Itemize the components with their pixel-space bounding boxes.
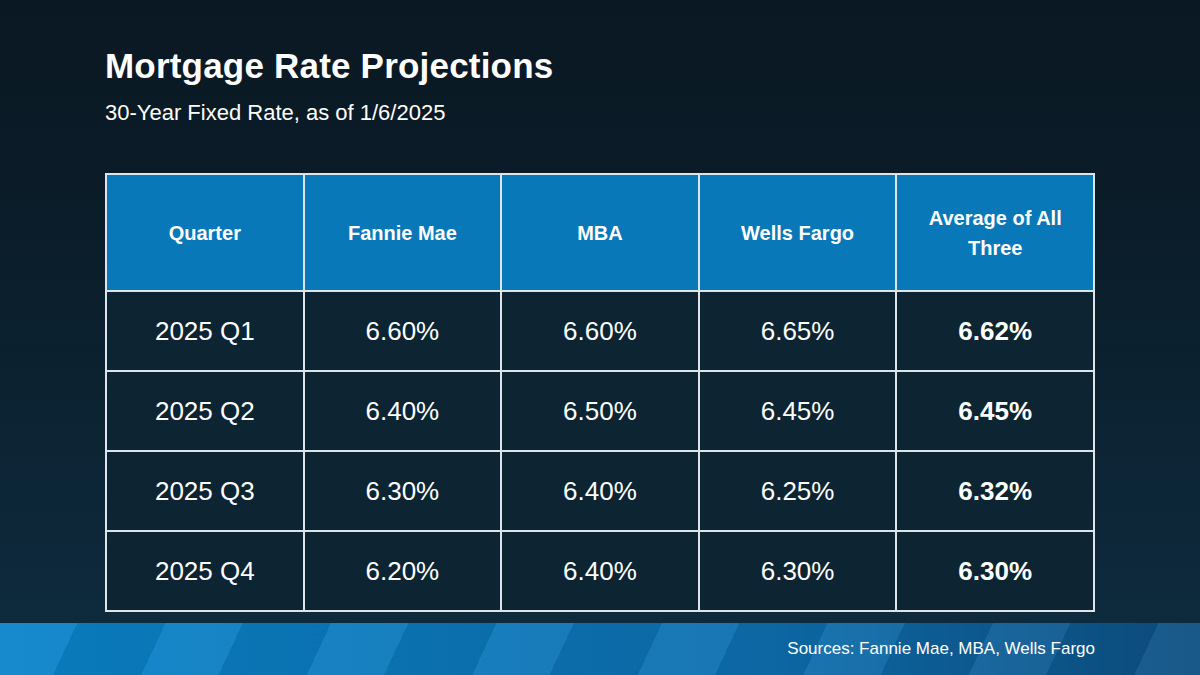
table-header: QuarterFannie MaeMBAWells FargoAverage o… [106,174,1094,291]
quarter-cell: 2025 Q1 [106,291,304,371]
quarter-cell: 2025 Q2 [106,371,304,451]
table-row: 2025 Q46.20%6.40%6.30%6.30% [106,531,1094,611]
column-header: Average of All Three [896,174,1094,291]
footer-source-note: Sources: Fannie Mae, MBA, Wells Fargo [787,623,1095,675]
rate-cell: 6.40% [304,371,502,451]
mortgage-rate-table: QuarterFannie MaeMBAWells FargoAverage o… [105,173,1095,612]
table-header-row: QuarterFannie MaeMBAWells FargoAverage o… [106,174,1094,291]
quarter-cell: 2025 Q4 [106,531,304,611]
rate-cell: 6.25% [699,451,897,531]
rate-cell: 6.60% [501,291,699,371]
rate-cell: 6.62% [896,291,1094,371]
rate-cell: 6.45% [896,371,1094,451]
table-row: 2025 Q36.30%6.40%6.25%6.32% [106,451,1094,531]
page-title: Mortgage Rate Projections [105,46,553,86]
rate-cell: 6.40% [501,451,699,531]
rate-cell: 6.30% [304,451,502,531]
column-header: Fannie Mae [304,174,502,291]
slide: Mortgage Rate Projections 30-Year Fixed … [0,0,1200,675]
table-row: 2025 Q16.60%6.60%6.65%6.62% [106,291,1094,371]
table-row: 2025 Q26.40%6.50%6.45%6.45% [106,371,1094,451]
column-header: Quarter [106,174,304,291]
rate-cell: 6.60% [304,291,502,371]
rate-cell: 6.30% [699,531,897,611]
rate-cell: 6.65% [699,291,897,371]
quarter-cell: 2025 Q3 [106,451,304,531]
rate-cell: 6.40% [501,531,699,611]
rate-cell: 6.50% [501,371,699,451]
rate-cell: 6.45% [699,371,897,451]
footer-band: Sources: Fannie Mae, MBA, Wells Fargo [0,623,1200,675]
page-subtitle: 30-Year Fixed Rate, as of 1/6/2025 [105,100,445,126]
rate-cell: 6.20% [304,531,502,611]
rate-cell: 6.30% [896,531,1094,611]
column-header: Wells Fargo [699,174,897,291]
rate-cell: 6.32% [896,451,1094,531]
table-body: 2025 Q16.60%6.60%6.65%6.62%2025 Q26.40%6… [106,291,1094,611]
column-header: MBA [501,174,699,291]
